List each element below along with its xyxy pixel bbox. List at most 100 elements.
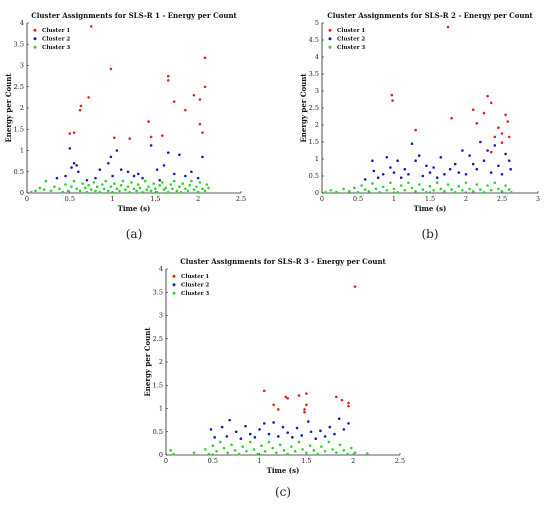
data-point (258, 428, 261, 431)
chart-title: Cluster Assignments for SLS-R 3 - Energy… (180, 257, 386, 266)
data-point (329, 188, 332, 192)
data-point (414, 128, 417, 132)
data-point (218, 440, 222, 444)
data-point (169, 183, 173, 186)
data-point (121, 179, 125, 183)
legend-marker (33, 37, 37, 41)
data-point (297, 440, 301, 444)
data-point (333, 432, 336, 436)
data-point (381, 185, 385, 189)
data-point (172, 452, 175, 456)
data-point (178, 185, 181, 188)
data-point (338, 443, 342, 447)
data-point (263, 449, 267, 453)
data-point (29, 190, 33, 194)
data-point (248, 432, 252, 436)
data-point (111, 174, 114, 178)
data-point (175, 189, 179, 193)
data-point (166, 74, 170, 78)
data-point (94, 189, 97, 193)
data-point (228, 418, 231, 422)
data-point (196, 190, 200, 194)
data-point (504, 152, 507, 156)
chart-2: 0 0.5 1 1.5 2 2.5 3 0 0.5 1 1.5 2 2.5 3 3.5 4 4.5 5 Cluste… (299, 11, 540, 241)
legend: Cluster 1 Cluster 2 Cluster 3 (33, 28, 70, 51)
data-point (252, 448, 256, 451)
data-point (95, 185, 99, 188)
data-point (201, 131, 204, 134)
y-tick-label: 3 (20, 62, 24, 70)
data-point (461, 188, 464, 192)
data-point (145, 188, 149, 191)
data-point (190, 179, 193, 183)
data-point (504, 184, 507, 187)
data-point (443, 190, 446, 193)
y-tick-label: 0.5 (14, 168, 24, 176)
y-tick-label: 2.5 (153, 335, 163, 343)
data-point (198, 98, 202, 101)
data-point (171, 187, 174, 191)
data-point (500, 190, 504, 193)
series-cluster-1 (262, 285, 357, 414)
data-point (372, 169, 376, 173)
data-point (204, 448, 207, 451)
data-point (439, 156, 443, 159)
y-tick-label: 4 (315, 53, 319, 61)
x-axis-label: Time (s) (414, 204, 447, 213)
data-point (446, 25, 450, 29)
data-point (164, 186, 167, 190)
data-point (98, 168, 102, 171)
data-point (371, 159, 374, 162)
data-point (141, 176, 144, 180)
legend-label: Cluster 2 (42, 37, 70, 43)
data-point (70, 185, 73, 188)
data-point (443, 173, 446, 176)
legend-label: Cluster 3 (181, 291, 209, 297)
data-point (44, 179, 48, 183)
data-point (346, 452, 349, 456)
y-tick-label: 3.5 (309, 70, 319, 78)
data-point (104, 179, 108, 183)
y-tick-label: 0 (315, 189, 319, 197)
data-point (347, 422, 350, 425)
data-point (479, 140, 482, 144)
y-tick-label: 4 (20, 19, 24, 27)
data-point (87, 96, 90, 99)
chart-1: 0 0.5 1 1.5 2 2.5 0 0.5 1 1.5 2 2.5 3 3.5 4 Cluster Ass… (4, 11, 246, 241)
data-point (248, 440, 252, 444)
data-point (277, 408, 280, 411)
data-point (38, 186, 42, 190)
data-point (414, 190, 417, 193)
data-point (428, 171, 432, 174)
legend-label: Cluster 1 (42, 28, 70, 34)
data-point (77, 170, 80, 174)
data-point (407, 173, 410, 176)
data-point (126, 185, 130, 188)
data-point (450, 188, 453, 191)
data-point (195, 185, 198, 188)
data-point (410, 186, 414, 190)
data-point (136, 183, 140, 186)
data-point (78, 189, 82, 193)
data-point (425, 164, 428, 168)
data-point (149, 144, 153, 147)
data-point (347, 401, 350, 405)
data-point (312, 449, 316, 452)
data-point (42, 188, 46, 191)
data-point (421, 188, 425, 191)
x-tick-label: 0 (25, 195, 29, 203)
data-point (188, 184, 191, 187)
data-point (166, 190, 170, 194)
data-point (335, 395, 338, 399)
data-point (260, 444, 263, 448)
data-point (126, 170, 130, 174)
chart-title: Cluster Assignments for SLS-R 1 - Energy… (31, 11, 237, 20)
y-tick-label: 1 (315, 155, 319, 163)
x-tick-label: 2.5 (395, 457, 405, 465)
data-point (385, 188, 389, 192)
data-point (83, 186, 87, 190)
data-point (70, 166, 73, 169)
data-point (72, 179, 76, 183)
data-point (169, 449, 172, 452)
